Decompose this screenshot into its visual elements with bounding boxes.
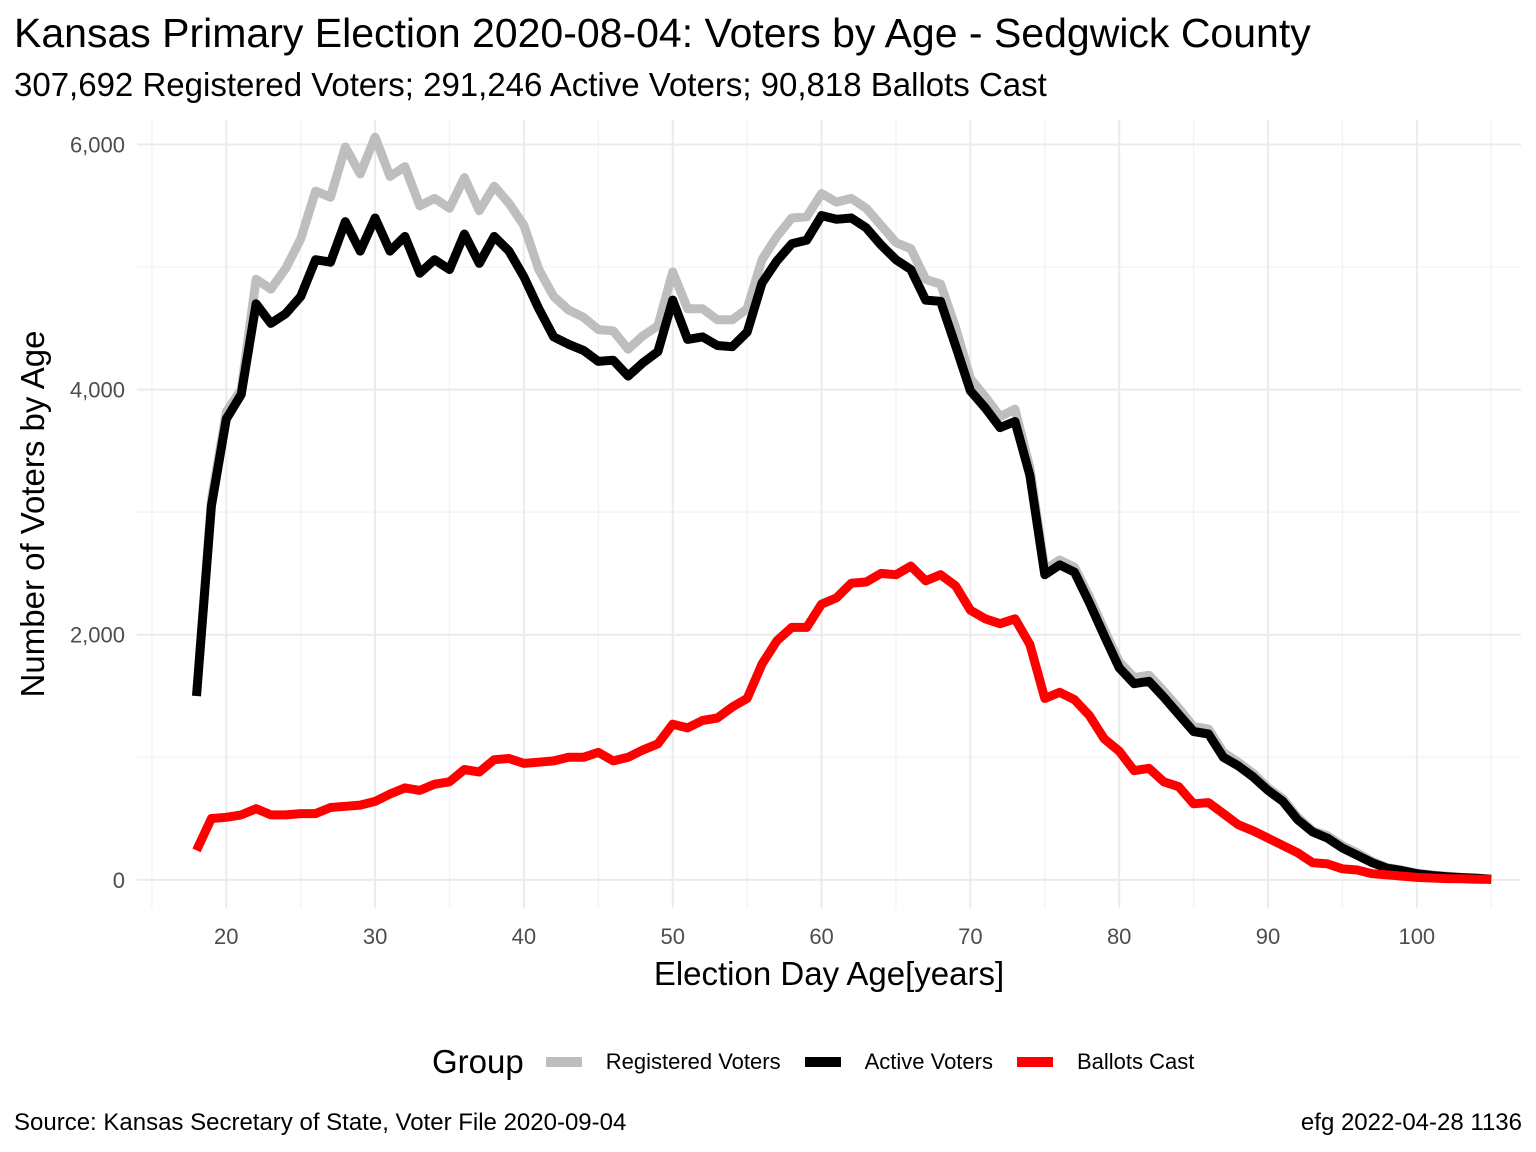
x-tick-label: 20 bbox=[214, 924, 238, 949]
x-tick-label: 40 bbox=[512, 924, 536, 949]
y-tick-label: 0 bbox=[113, 868, 125, 893]
legend-swatch-registered bbox=[545, 1057, 582, 1067]
x-tick-label: 90 bbox=[1256, 924, 1280, 949]
legend-item-active: Active Voters bbox=[804, 1049, 993, 1075]
legend-title: Group bbox=[432, 1043, 524, 1080]
legend: Group Registered Voters Active Voters Ba… bbox=[432, 1040, 1218, 1084]
x-tick-label: 30 bbox=[363, 924, 387, 949]
x-tick-label: 100 bbox=[1398, 924, 1435, 949]
x-tick-label: 50 bbox=[660, 924, 684, 949]
legend-swatch-ballots bbox=[1016, 1057, 1053, 1067]
series-layer bbox=[192, 132, 1492, 884]
x-tick-label: 70 bbox=[958, 924, 982, 949]
legend-item-ballots: Ballots Cast bbox=[1016, 1049, 1195, 1075]
legend-swatch-active bbox=[804, 1057, 841, 1067]
legend-item-registered: Registered Voters bbox=[545, 1049, 781, 1075]
series-line-ballots-cast bbox=[192, 561, 1492, 884]
grid-major bbox=[137, 120, 1521, 908]
legend-label-active: Active Voters bbox=[864, 1049, 993, 1074]
tick-labels: 20 30 40 50 60 70 80 90 100 0 2,000 4,000 6,000 bbox=[70, 133, 1435, 949]
legend-label-ballots: Ballots Cast bbox=[1076, 1049, 1195, 1074]
y-tick-label: 6,000 bbox=[70, 133, 125, 158]
legend-label-registered: Registered Voters bbox=[605, 1049, 781, 1074]
source-note: Source: Kansas Secretary of State, Voter… bbox=[14, 1109, 627, 1136]
x-axis-title: Election Day Age[years] bbox=[654, 955, 1004, 992]
series-line-active-voters bbox=[192, 211, 1492, 884]
y-axis-title: Number of Voters by Age bbox=[14, 331, 51, 698]
y-tick-label: 2,000 bbox=[70, 623, 125, 648]
grid-minor bbox=[137, 120, 1521, 908]
y-tick-label: 4,000 bbox=[70, 378, 125, 403]
x-tick-label: 60 bbox=[809, 924, 833, 949]
x-tick-label: 80 bbox=[1107, 924, 1131, 949]
credit-note: efg 2022-04-28 1136 bbox=[1300, 1109, 1522, 1136]
chart-title: Kansas Primary Election 2020-08-04: Vote… bbox=[14, 10, 1311, 56]
chart-subtitle: 307,692 Registered Voters; 291,246 Activ… bbox=[14, 66, 1047, 103]
